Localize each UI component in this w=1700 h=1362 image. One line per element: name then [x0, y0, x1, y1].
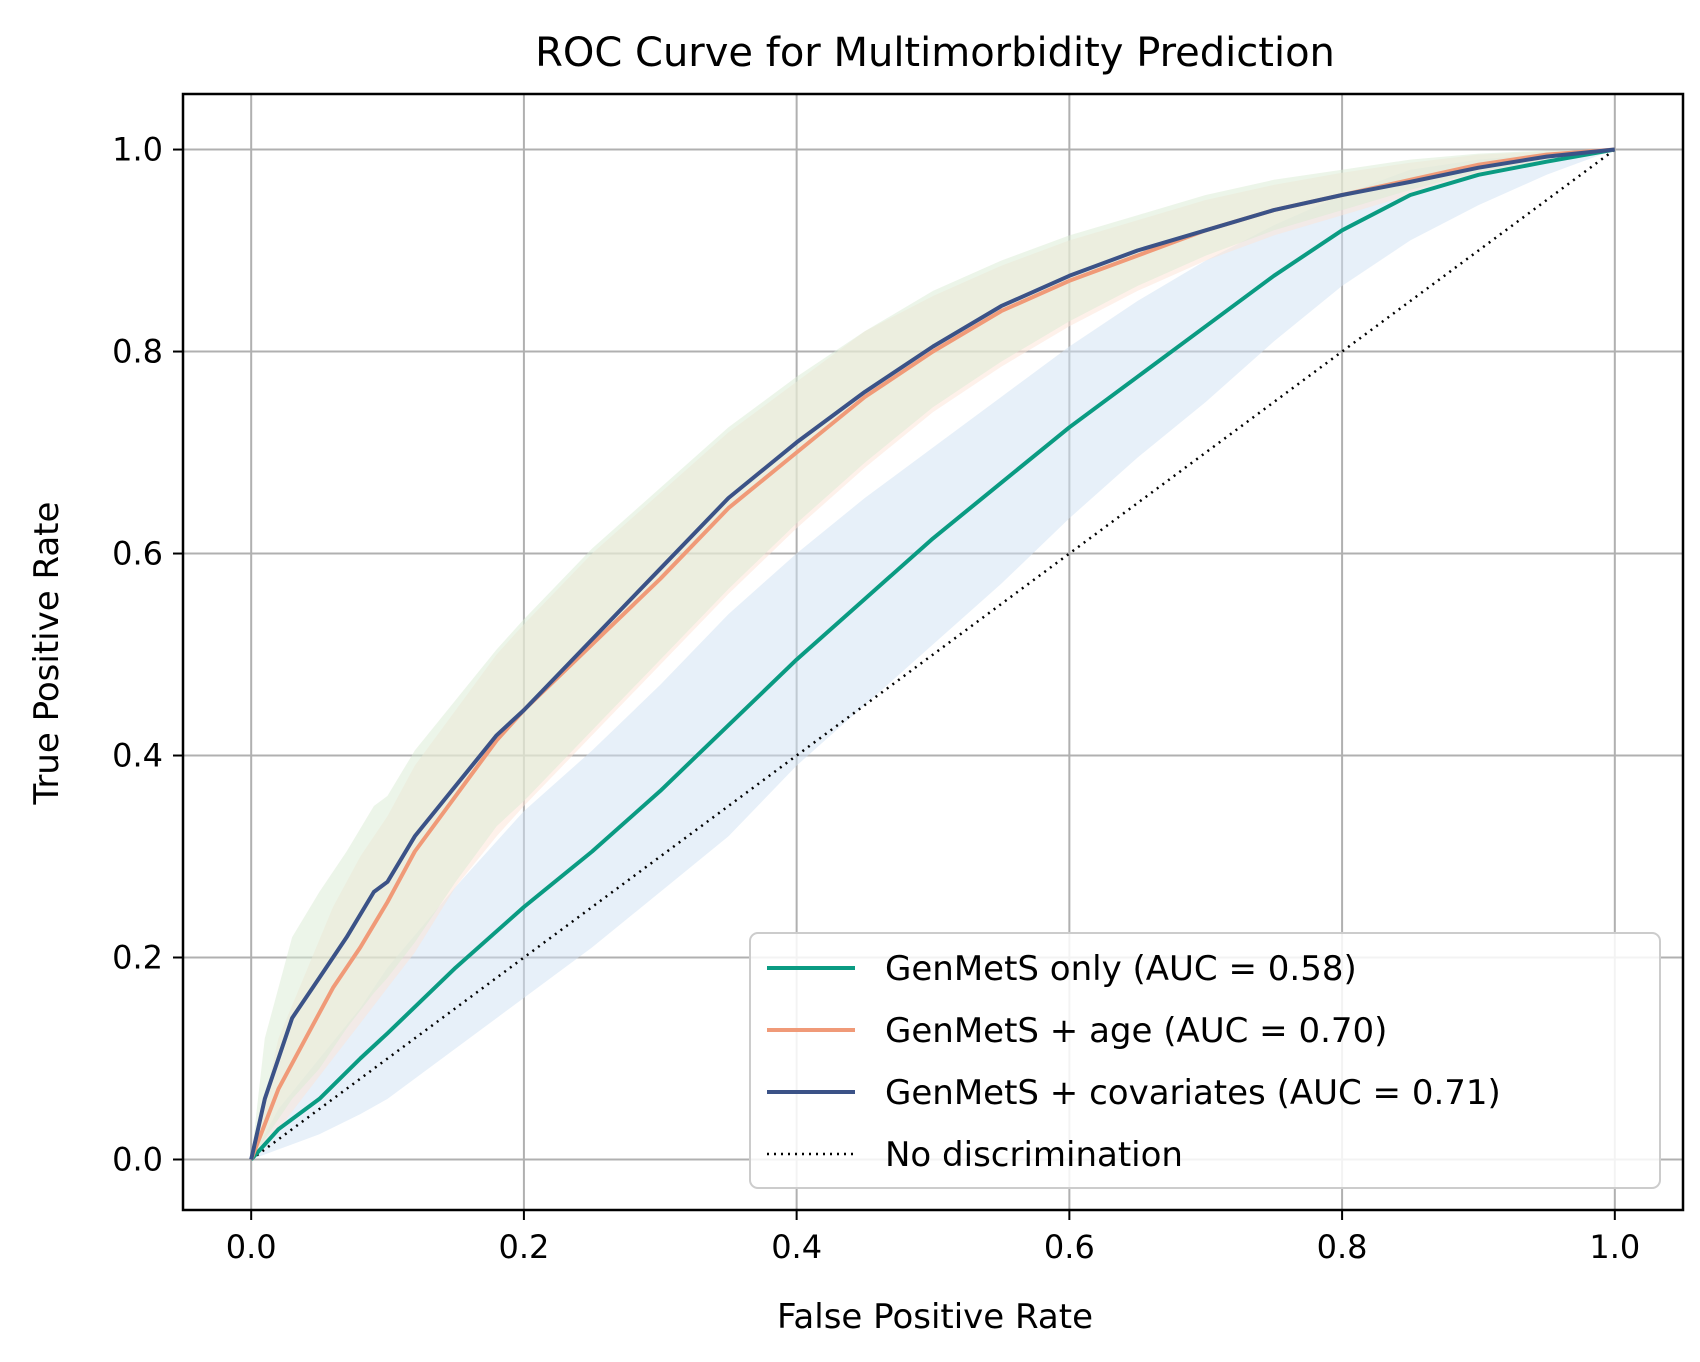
y-tick-label: 0.2 — [112, 939, 163, 977]
x-axis-label: False Positive Rate — [777, 1297, 1093, 1337]
x-tick-label: 0.0 — [226, 1228, 277, 1266]
x-tick-label: 0.6 — [1044, 1228, 1095, 1266]
plot-frame — [181, 92, 1685, 1212]
legend-label-3: No discrimination — [885, 1135, 1183, 1175]
x-tick-label: 0.4 — [771, 1228, 822, 1266]
legend-label-0: GenMetS only (AUC = 0.58) — [885, 949, 1357, 989]
legend-label-1: GenMetS + age (AUC = 0.70) — [885, 1011, 1387, 1051]
reference-line — [250, 148, 1616, 1161]
y-tick-label: 0.4 — [112, 737, 163, 775]
axis-ticks: 0.0 0.2 0.4 0.6 0.8 1.0 0.0 0.2 0.4 0.6 0.8 1.0 — [112, 131, 1640, 1266]
x-tick-label: 1.0 — [1589, 1228, 1640, 1266]
y-tick-label: 1.0 — [112, 131, 163, 169]
y-tick-label: 0.0 — [112, 1141, 163, 1179]
series-line-0 — [249, 147, 1616, 1161]
y-tick-label: 0.8 — [112, 333, 163, 371]
y-axis-label: True Positive Rate — [27, 502, 67, 806]
reference-line-layer — [250, 148, 1616, 1161]
y-tick-label: 0.6 — [112, 535, 163, 573]
series-line-2 — [249, 147, 1616, 1160]
chart-title: ROC Curve for Multimorbidity Prediction — [535, 30, 1335, 76]
confidence-band-0 — [251, 149, 1615, 1160]
legend-box — [749, 932, 1661, 1189]
legend: GenMetS only (AUC = 0.58) GenMetS + age (… — [749, 932, 1661, 1189]
legend-label-2: GenMetS + covariates (AUC = 0.71) — [885, 1073, 1501, 1113]
x-tick-label: 0.2 — [498, 1228, 549, 1266]
x-tick-label: 0.8 — [1317, 1228, 1368, 1266]
series-lines — [249, 147, 1616, 1161]
